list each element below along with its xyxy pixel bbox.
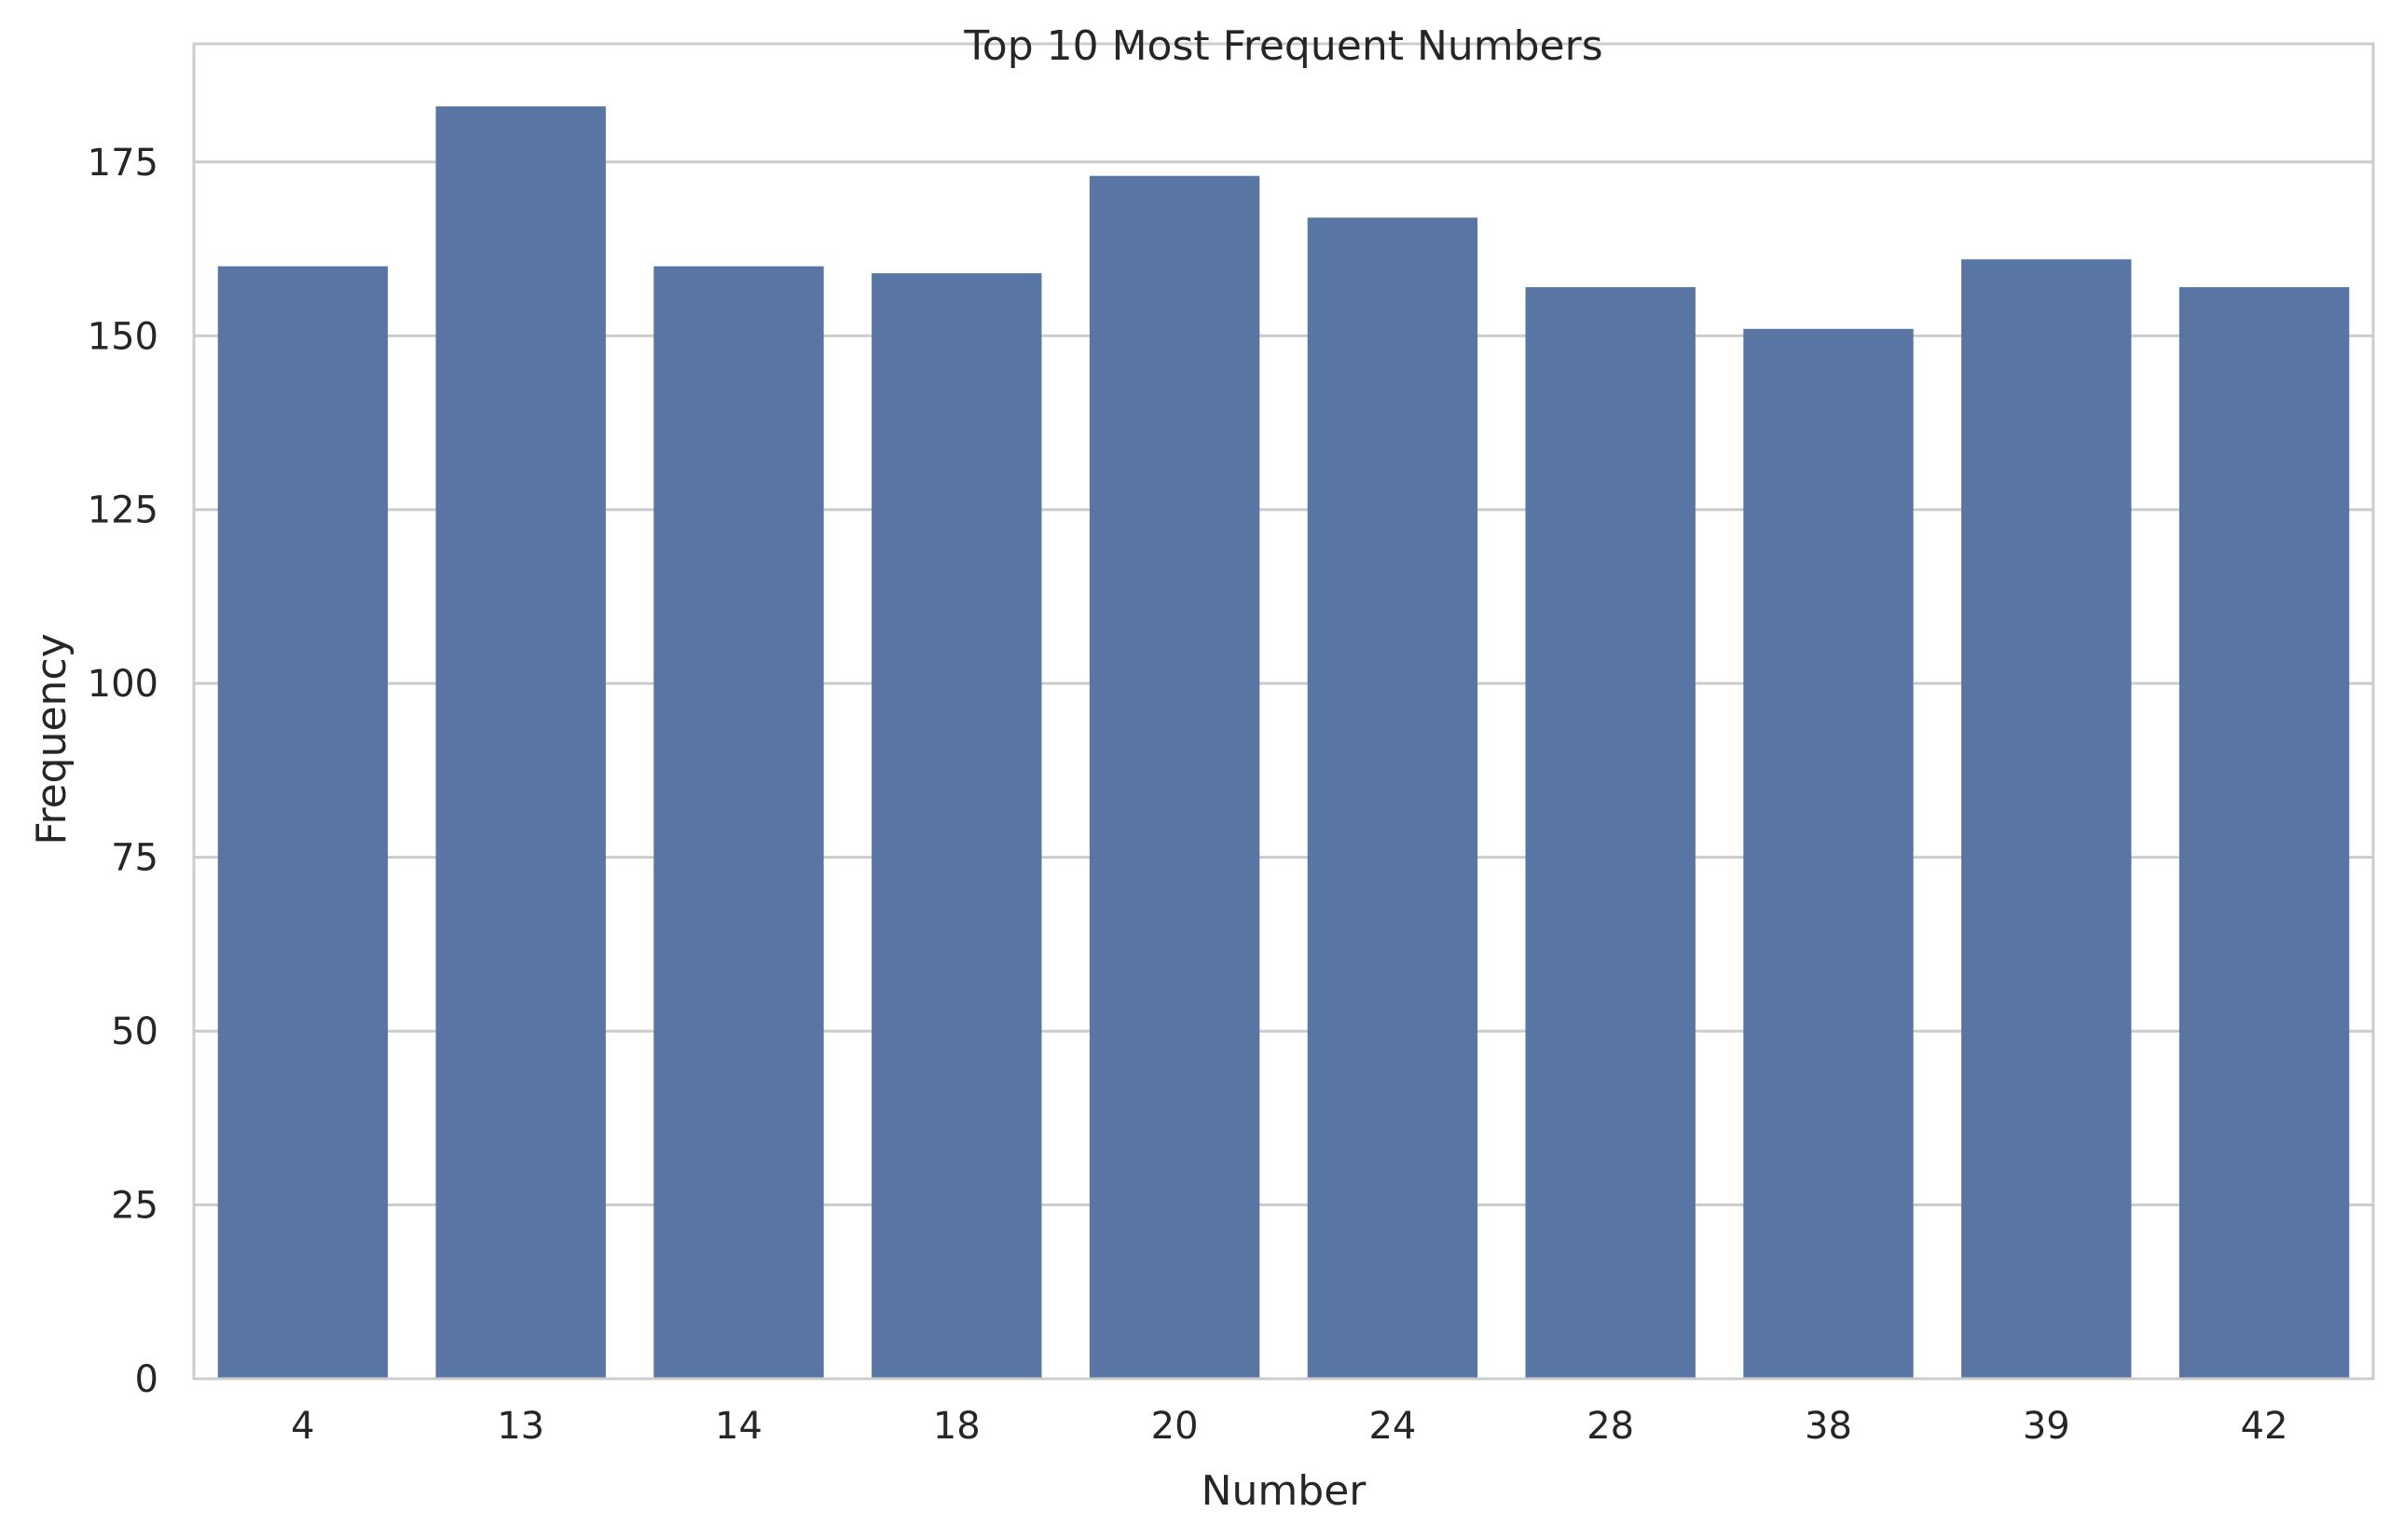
- bar-18: [872, 273, 1042, 1379]
- y-tick-label: 50: [111, 1011, 158, 1053]
- bar-39: [1961, 259, 2132, 1379]
- bar-38: [1743, 328, 1914, 1380]
- y-tick-label: 75: [111, 837, 158, 880]
- y-tick-label: 100: [88, 663, 158, 706]
- x-tick-label: 4: [291, 1405, 314, 1448]
- plot-frame: [192, 42, 2375, 1381]
- y-axis-label: Frequency: [28, 633, 76, 845]
- x-tick-label: 13: [497, 1405, 544, 1448]
- x-tick-label: 28: [1586, 1405, 1634, 1448]
- x-tick-label: 39: [2023, 1405, 2070, 1448]
- x-tick-label: 24: [1368, 1405, 1416, 1448]
- x-tick-labels: 4 13 14 18 20 24 28 38 39 42: [291, 1405, 2287, 1448]
- bar-4: [217, 266, 389, 1380]
- x-tick-label: 38: [1805, 1405, 1852, 1448]
- x-tick-label: 18: [933, 1405, 981, 1448]
- x-tick-label: 14: [715, 1405, 762, 1448]
- x-axis-label: Number: [1202, 1467, 1367, 1515]
- bar-20: [1089, 175, 1260, 1379]
- bar-14: [653, 266, 824, 1380]
- y-tick-labels: 0 25 50 75 100 125 150 175: [88, 142, 158, 1401]
- x-tick-label: 42: [2241, 1405, 2288, 1448]
- y-tick-label: 25: [111, 1185, 158, 1228]
- y-tick-label: 150: [88, 315, 158, 358]
- y-tick-label: 175: [88, 142, 158, 185]
- y-tick-label: 0: [135, 1358, 158, 1401]
- chart-title: Top 10 Most Frequent Numbers: [963, 22, 1602, 70]
- bar-42: [2178, 287, 2350, 1380]
- y-tick-label: 125: [88, 489, 158, 532]
- bar-28: [1525, 287, 1696, 1380]
- x-tick-label: 20: [1151, 1405, 1199, 1448]
- bars: [217, 106, 2350, 1380]
- bar-13: [435, 106, 606, 1379]
- bar-24: [1307, 217, 1478, 1379]
